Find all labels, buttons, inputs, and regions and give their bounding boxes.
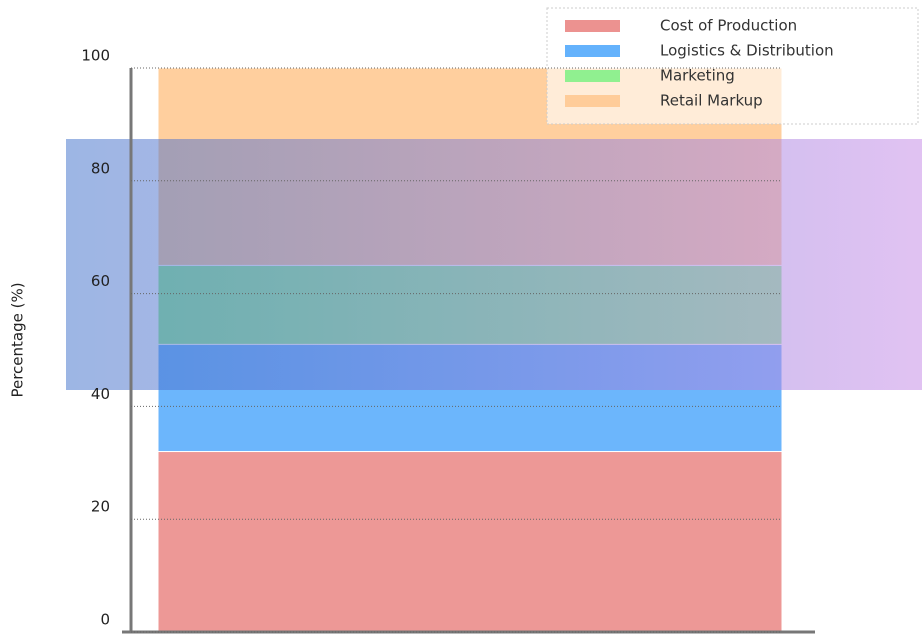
legend-label: Marketing [660,67,735,85]
bar-segment [157,451,783,633]
legend-label: Logistics & Distribution [660,42,834,60]
y-tick-label: 0 [100,611,110,629]
y-tick-label: 80 [91,159,110,177]
y-axis-label: Percentage (%) [9,282,27,397]
legend-swatch [565,45,620,57]
highlight-overlay [66,139,922,390]
y-tick-label: 60 [91,272,110,290]
legend-swatch [565,95,620,107]
legend-label: Cost of Production [660,17,797,35]
y-tick-label: 100 [81,47,110,65]
y-tick-label: 20 [91,498,110,516]
legend-swatch [565,70,620,82]
legend-swatch [565,20,620,32]
legend-label: Retail Markup [660,92,763,110]
y-tick-label: 40 [91,385,110,403]
